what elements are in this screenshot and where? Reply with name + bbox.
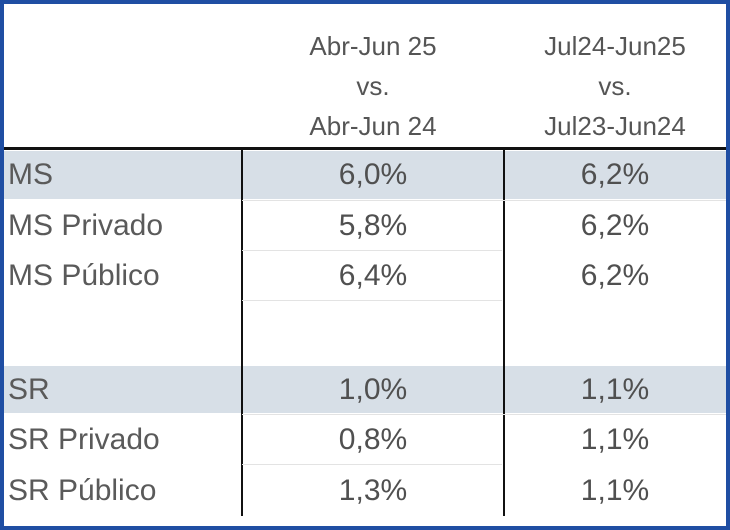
table-row: MS Privado 5,8% 6,2% [4,201,726,251]
row-value-year [504,304,726,354]
highlight-band-ms [4,151,726,199]
table-row: SR Privado 0,8% 1,1% [4,415,726,465]
row-separator [242,300,502,301]
row-separator [242,414,726,415]
column-header-year-line1: Jul24-Jun25 [544,31,686,61]
row-label: SR [8,373,50,406]
column-header-quarter: Abr-Jun 25 vs. Abr-Jun 24 [242,26,504,146]
row-value-quarter: 0,8% [338,423,408,456]
row-separator [242,250,502,251]
highlight-band-sr [4,366,726,413]
row-value-quarter: 1,0% [338,373,408,406]
column-header-year: Jul24-Jun25 vs. Jul23-Jun24 [504,26,726,146]
row-label: MS Público [8,259,160,292]
row-value-quarter: 5,8% [338,209,408,242]
column-header-quarter-line3: Abr-Jun 24 [309,111,437,141]
column-header-year-line3: Jul23-Jun24 [544,111,686,141]
table-row: SR Público 1,3% 1,1% [4,466,726,516]
header-rule [4,147,726,150]
row-value-quarter [242,304,504,354]
column-divider-1 [241,147,243,516]
row-label: SR Público [8,474,157,507]
row-value-year: 1,1% [580,373,650,406]
row-value-quarter: 6,4% [338,259,408,292]
row-value-quarter: 6,0% [338,158,408,191]
row-value-year: 6,2% [580,158,650,191]
column-header-quarter-line1: Abr-Jun 25 [309,31,437,61]
row-label: SR Privado [8,423,160,456]
row-value-year: 6,2% [580,209,650,242]
table-row: MS 6,0% 6,2% [4,150,726,200]
row-value-year: 6,2% [580,259,650,292]
table-row: MS Público 6,4% 6,2% [4,251,726,301]
row-value-year: 1,1% [580,423,650,456]
table-row: SR 1,0% 1,1% [4,365,726,415]
row-value-year: 1,1% [580,474,650,507]
row-separator [242,464,502,465]
row-label: MS [8,158,53,191]
table-row-spacer [4,304,726,354]
row-label: MS Privado [8,209,164,242]
column-header-year-line2: vs. [598,71,632,101]
column-header-quarter-line2: vs. [356,71,390,101]
row-separator [242,200,726,201]
column-divider-2 [503,147,505,516]
row-value-quarter: 1,3% [338,474,408,507]
